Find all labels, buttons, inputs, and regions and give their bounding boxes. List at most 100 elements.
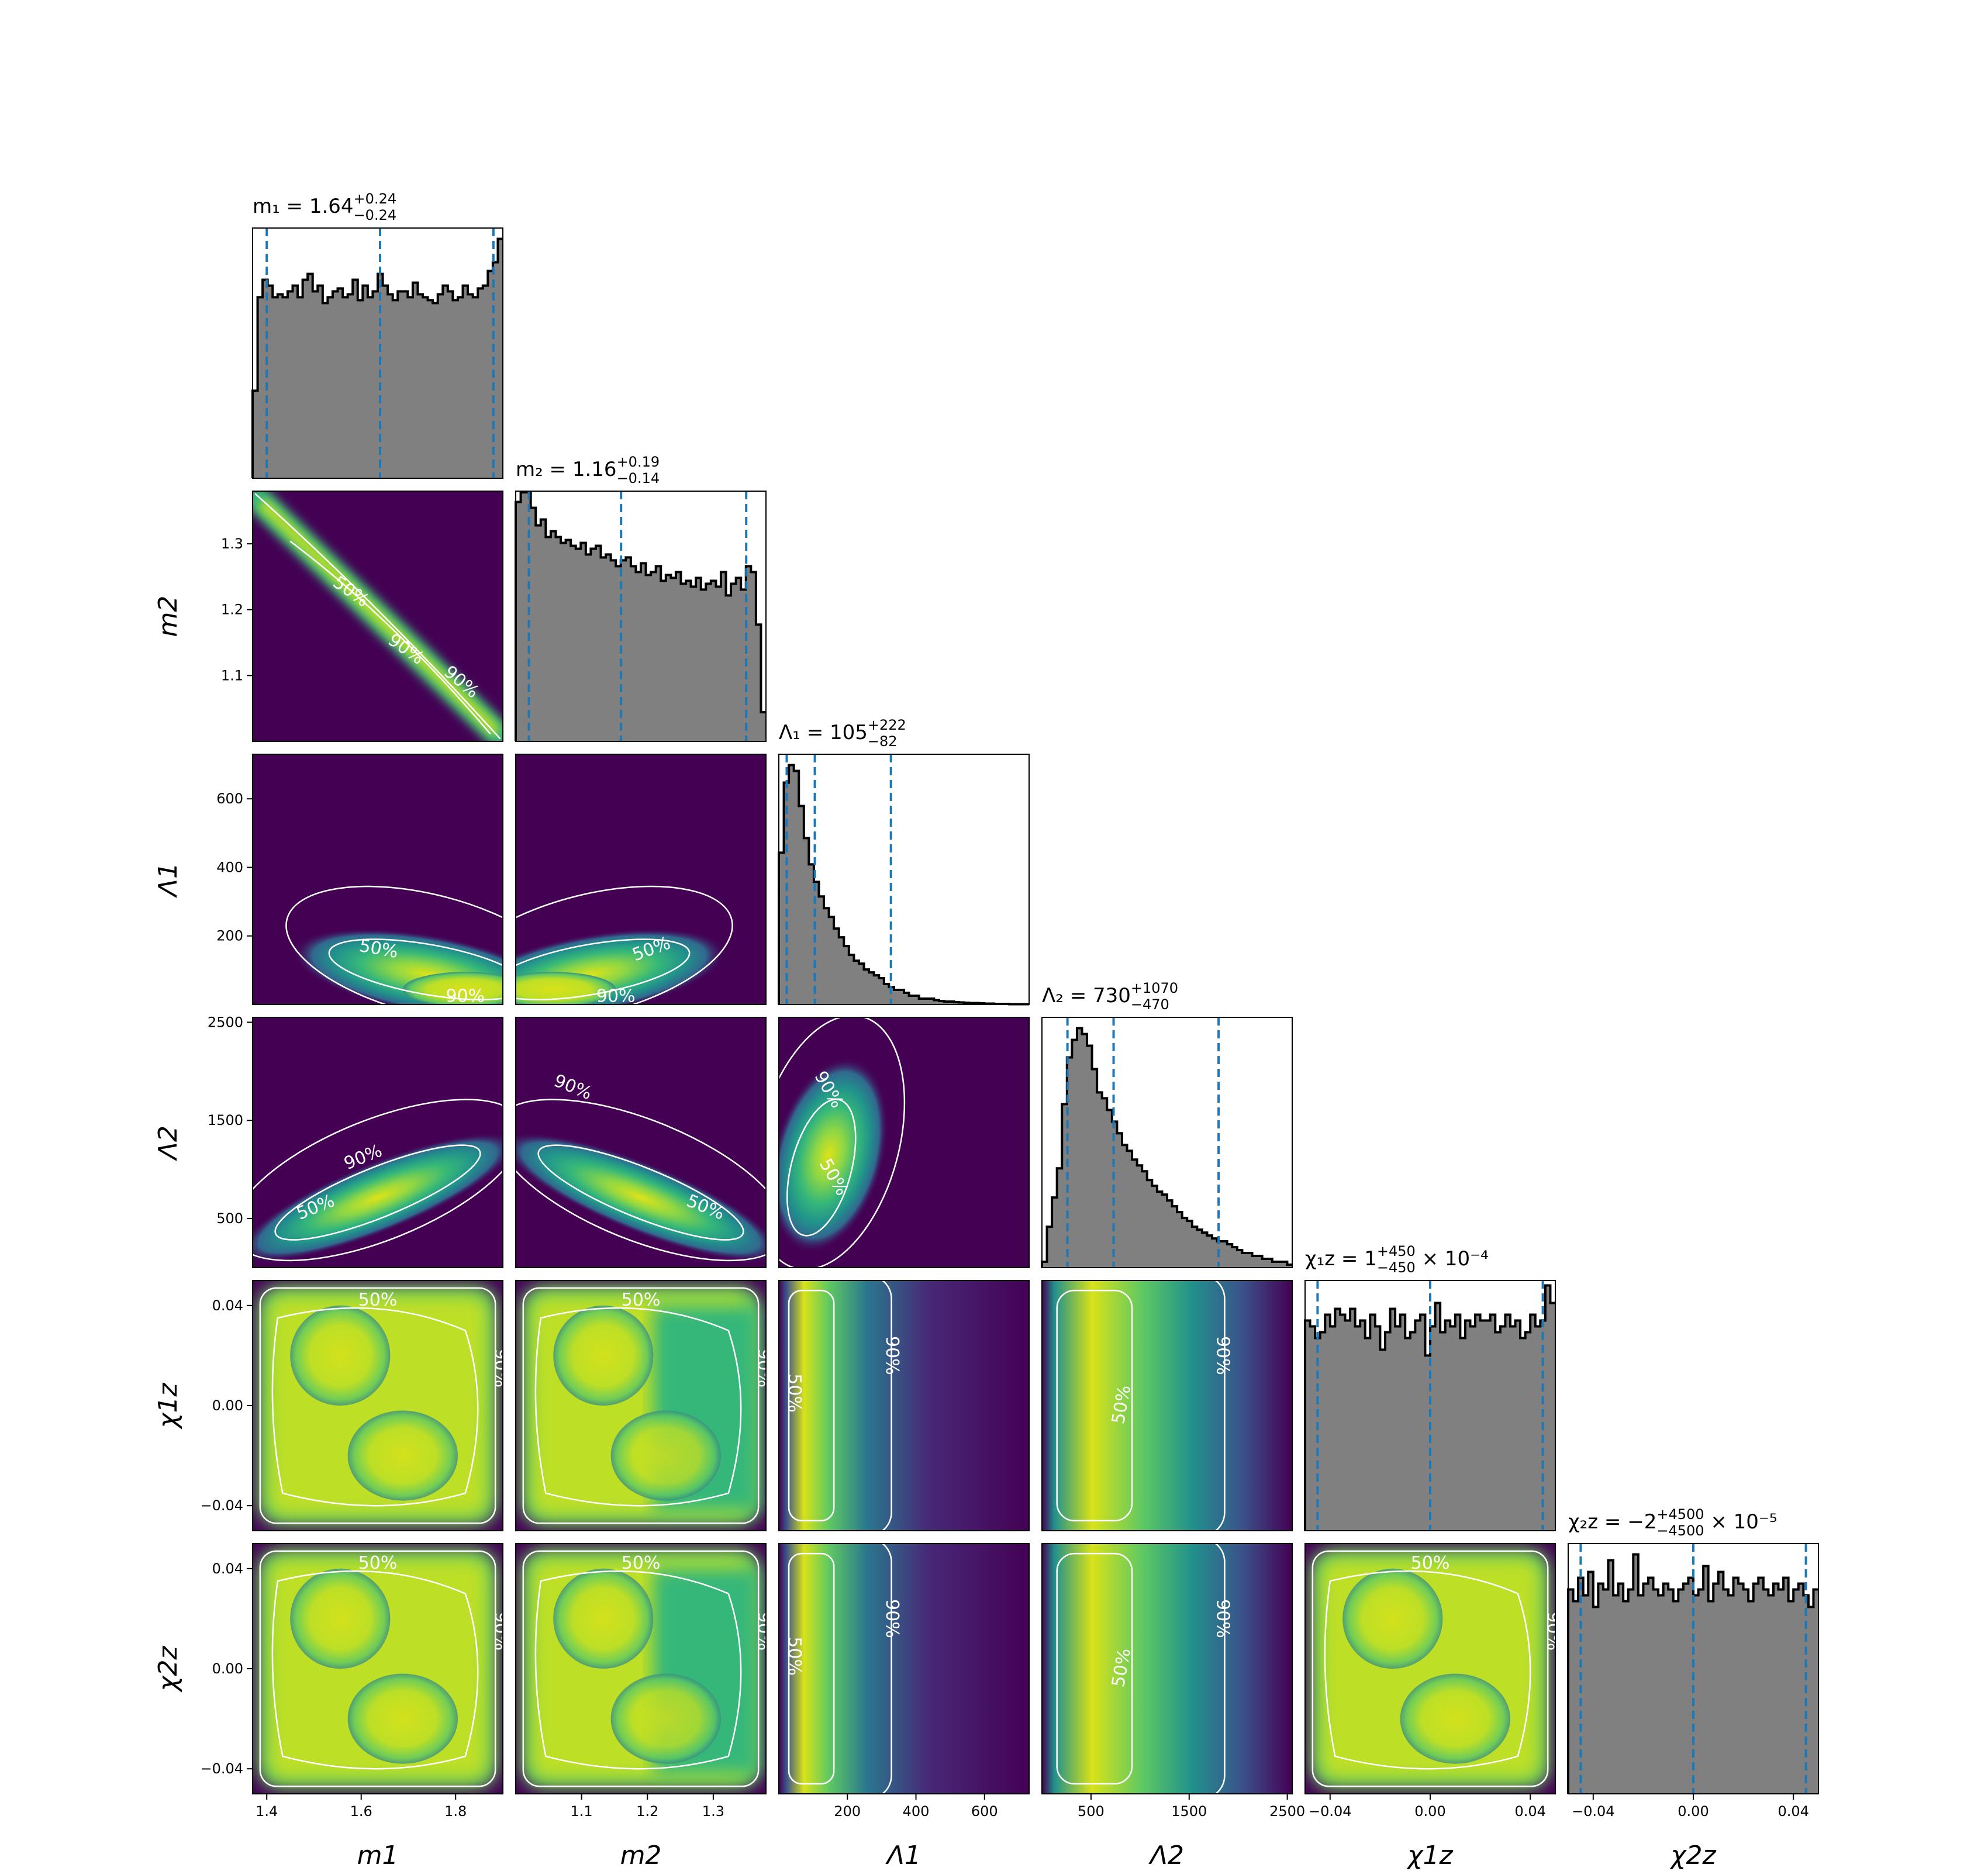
contour-50 — [534, 1570, 742, 1770]
contour-label-50: 50% — [784, 1637, 805, 1676]
contour-label-90: 90% — [882, 1599, 902, 1638]
xtick-label-L2-1: 1500 — [1171, 1803, 1207, 1820]
xlabel-m2: m2 — [620, 1841, 662, 1870]
density-frame — [778, 1280, 1030, 1531]
hist-outline-m2 — [515, 491, 766, 741]
ytick-label-L1-0: 200 — [216, 928, 243, 944]
xtick-label-m2-0: 1.1 — [571, 1803, 593, 1820]
density-panel-L1-L2: 90%50% — [778, 1017, 1030, 1268]
density-layer: 50%90% — [520, 1285, 766, 1526]
hist-frame-c1 — [1304, 1280, 1556, 1531]
hist-bars-m2 — [516, 492, 766, 741]
title-upper-L1: +222 — [868, 717, 906, 733]
density-panel-m1-c2: 50% 90% — [252, 1543, 503, 1794]
density-frame — [1041, 1543, 1293, 1794]
density-layer: 50%90% — [1042, 1280, 1292, 1531]
title-main-c1: χ₁z = 1 — [1305, 1247, 1377, 1271]
title-lower-c1: −450 — [1377, 1259, 1416, 1276]
density-blob — [779, 1057, 888, 1253]
ytick-label-m2-1: 1.2 — [221, 602, 243, 618]
contour-50 — [1056, 1289, 1133, 1522]
density-blob — [290, 1305, 391, 1406]
contour-label-50: 50% — [622, 1290, 661, 1310]
hist-frame-m2 — [515, 491, 767, 742]
xlabel-c2: χ2z — [1669, 1841, 1716, 1870]
contour-90 — [254, 493, 501, 740]
density-blob — [516, 1133, 766, 1263]
ytick-label-m2-0: 1.1 — [221, 667, 243, 683]
density-layer: 50%90% — [516, 885, 733, 1004]
hist-outline-m1 — [251, 237, 503, 478]
contour-label-90: 90% — [1543, 1611, 1564, 1651]
density-panel-m1-L1: 50%90% — [252, 754, 503, 1005]
title-upper-m2: +0.19 — [617, 454, 660, 470]
hist-bars-L2 — [1042, 1028, 1292, 1268]
density-panel-L1-c2: 50% 90% — [778, 1543, 1030, 1794]
density-panel-L1-c1: 50% 90% — [778, 1280, 1030, 1531]
contour-50 — [788, 1289, 835, 1522]
density-panel-m1-c1: 50% 90% — [252, 1280, 511, 1531]
density-layer: 50%90% — [1042, 1544, 1292, 1794]
density-panel-m2-c2: 50% 90% — [515, 1543, 774, 1794]
ytick-label-L1-1: 400 — [216, 859, 243, 875]
contour-50 — [274, 1144, 481, 1241]
density-layer: 50%90% — [520, 1548, 774, 1789]
title-lower-L2: −470 — [1131, 996, 1169, 1013]
xlabel-c1: χ1z — [1406, 1841, 1453, 1870]
title-lower-m2: −0.14 — [617, 470, 660, 486]
ytick-label-c1-0: −0.04 — [200, 1497, 243, 1514]
hist-bars-L1 — [779, 765, 1029, 1004]
contour-90 — [259, 1550, 496, 1787]
title-main-L1: Λ₁ = 105 — [779, 721, 868, 744]
ylabel-c2: χ2z — [153, 1646, 183, 1693]
title-m2: m₂ = 1.16+0.19 −0.14 — [516, 454, 660, 486]
xtick-label-m1-0: 1.4 — [256, 1803, 278, 1820]
density-layer: 50%90% — [285, 885, 503, 1004]
title-upper-m1: +0.24 — [354, 191, 397, 207]
title-L2: Λ₂ = 730+1070 −470 — [1042, 980, 1178, 1013]
hist-outline-L2 — [1041, 1027, 1292, 1268]
contour-50 — [289, 540, 491, 734]
contour-90 — [285, 885, 503, 1004]
xlabel-L2: Λ2 — [1148, 1841, 1184, 1870]
density-band — [779, 1544, 1029, 1794]
density-layer: 50% 90% — [779, 1544, 1029, 1794]
title-c1: χ₁z = 1+450 −450 × 10⁻⁴ — [1305, 1243, 1489, 1276]
contour-50 — [786, 1099, 857, 1237]
density-layer: 50%90% — [1310, 1548, 1564, 1789]
density-panel-L2-c1: 50%90% — [1041, 1280, 1293, 1531]
contour-90 — [779, 1017, 906, 1268]
ytick-label-c1-2: 0.04 — [212, 1297, 243, 1314]
xtick-label-m2-2: 1.3 — [702, 1803, 724, 1820]
ylabel-m2: m2 — [153, 596, 183, 637]
xtick-label-c1-0: −0.04 — [1309, 1803, 1352, 1820]
xlabel-m1: m1 — [357, 1841, 399, 1870]
contour-50 — [328, 938, 503, 1000]
ytick-label-L2-0: 500 — [216, 1210, 243, 1227]
xtick-label-c1-2: 0.04 — [1514, 1803, 1545, 1820]
xtick-label-c2-2: 0.04 — [1778, 1803, 1808, 1820]
density-blob — [402, 972, 503, 1004]
density-band — [1042, 1544, 1292, 1794]
contour-label-90: 90% — [491, 1348, 511, 1387]
contour-90 — [1214, 1280, 1226, 1531]
xtick-label-c2-0: −0.04 — [1572, 1803, 1615, 1820]
title-c2: χ₂z = −2+4500 −4500 × 10⁻⁵ — [1568, 1506, 1777, 1539]
density-blob — [610, 1673, 721, 1764]
hist-frame-L2 — [1041, 1017, 1293, 1268]
contour-label-50: 50% — [784, 1373, 805, 1413]
xtick-label-L1-2: 600 — [971, 1803, 998, 1820]
density-frame — [252, 491, 503, 742]
density-frame — [1041, 1280, 1293, 1531]
xtick-label-L2-2: 2500 — [1269, 1803, 1305, 1820]
density-blob — [253, 1133, 503, 1263]
hist-outline-c1 — [1304, 1284, 1555, 1531]
xtick-label-L1-1: 400 — [903, 1803, 930, 1820]
contour-label-90: 90% — [754, 1611, 774, 1651]
contour-50 — [537, 1144, 744, 1241]
ylabel-L1: Λ1 — [153, 862, 183, 898]
density-panel-m1-m2: 50%90%90% — [252, 491, 503, 742]
hist-panel-L1 — [778, 754, 1030, 1006]
title-main-m2: m₂ = 1.16 — [516, 458, 617, 481]
